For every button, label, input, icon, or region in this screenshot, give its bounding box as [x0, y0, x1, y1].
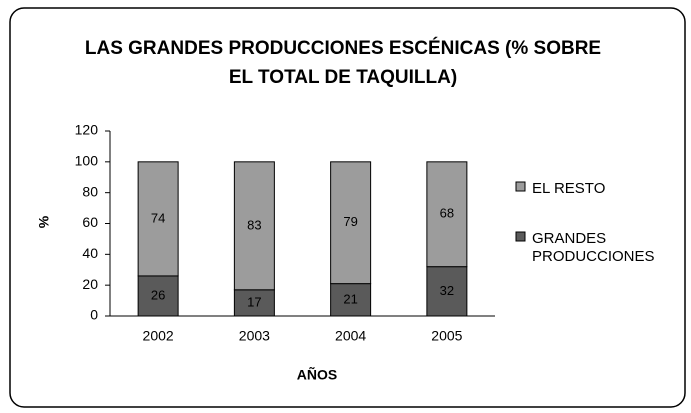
x-tick-label: 2003	[239, 328, 270, 344]
data-label: 74	[151, 210, 165, 225]
bar-segment	[330, 283, 372, 317]
y-axis-label: %	[36, 215, 52, 228]
legend-label: EL RESTO	[532, 180, 606, 197]
legend-swatch	[515, 181, 526, 192]
y-tick-label: 100	[75, 153, 99, 169]
legend-label: GRANDES PRODUCCIONES	[532, 230, 655, 265]
bar-segment	[233, 161, 275, 291]
data-label: 83	[247, 217, 261, 232]
data-label: 32	[440, 283, 454, 298]
x-axis-label: AÑOS	[297, 366, 337, 383]
x-tick-label: 2005	[431, 328, 462, 344]
y-tick-label: 60	[82, 214, 98, 230]
data-label: 21	[343, 291, 357, 306]
y-tick-label: 120	[75, 122, 99, 138]
bar-segment	[137, 161, 179, 277]
x-tick-label: 2004	[335, 328, 366, 344]
bar-segment	[426, 266, 468, 317]
bar-segment	[426, 161, 468, 268]
data-label: 79	[343, 214, 357, 229]
x-tick-label: 2002	[143, 328, 174, 344]
data-label: 68	[440, 206, 454, 221]
chart-title: LAS GRANDES PRODUCCIONES ESCÉNICAS (% SO…	[84, 38, 602, 88]
legend-swatch	[515, 231, 526, 242]
bar-segment	[137, 275, 179, 317]
bar-segment	[330, 161, 372, 285]
y-tick-label: 0	[90, 307, 98, 323]
data-label: 17	[247, 294, 261, 309]
y-tick-label: 20	[82, 276, 98, 292]
y-tick-label: 80	[82, 183, 98, 199]
data-label: 26	[151, 287, 165, 302]
y-tick-label: 40	[82, 245, 98, 261]
